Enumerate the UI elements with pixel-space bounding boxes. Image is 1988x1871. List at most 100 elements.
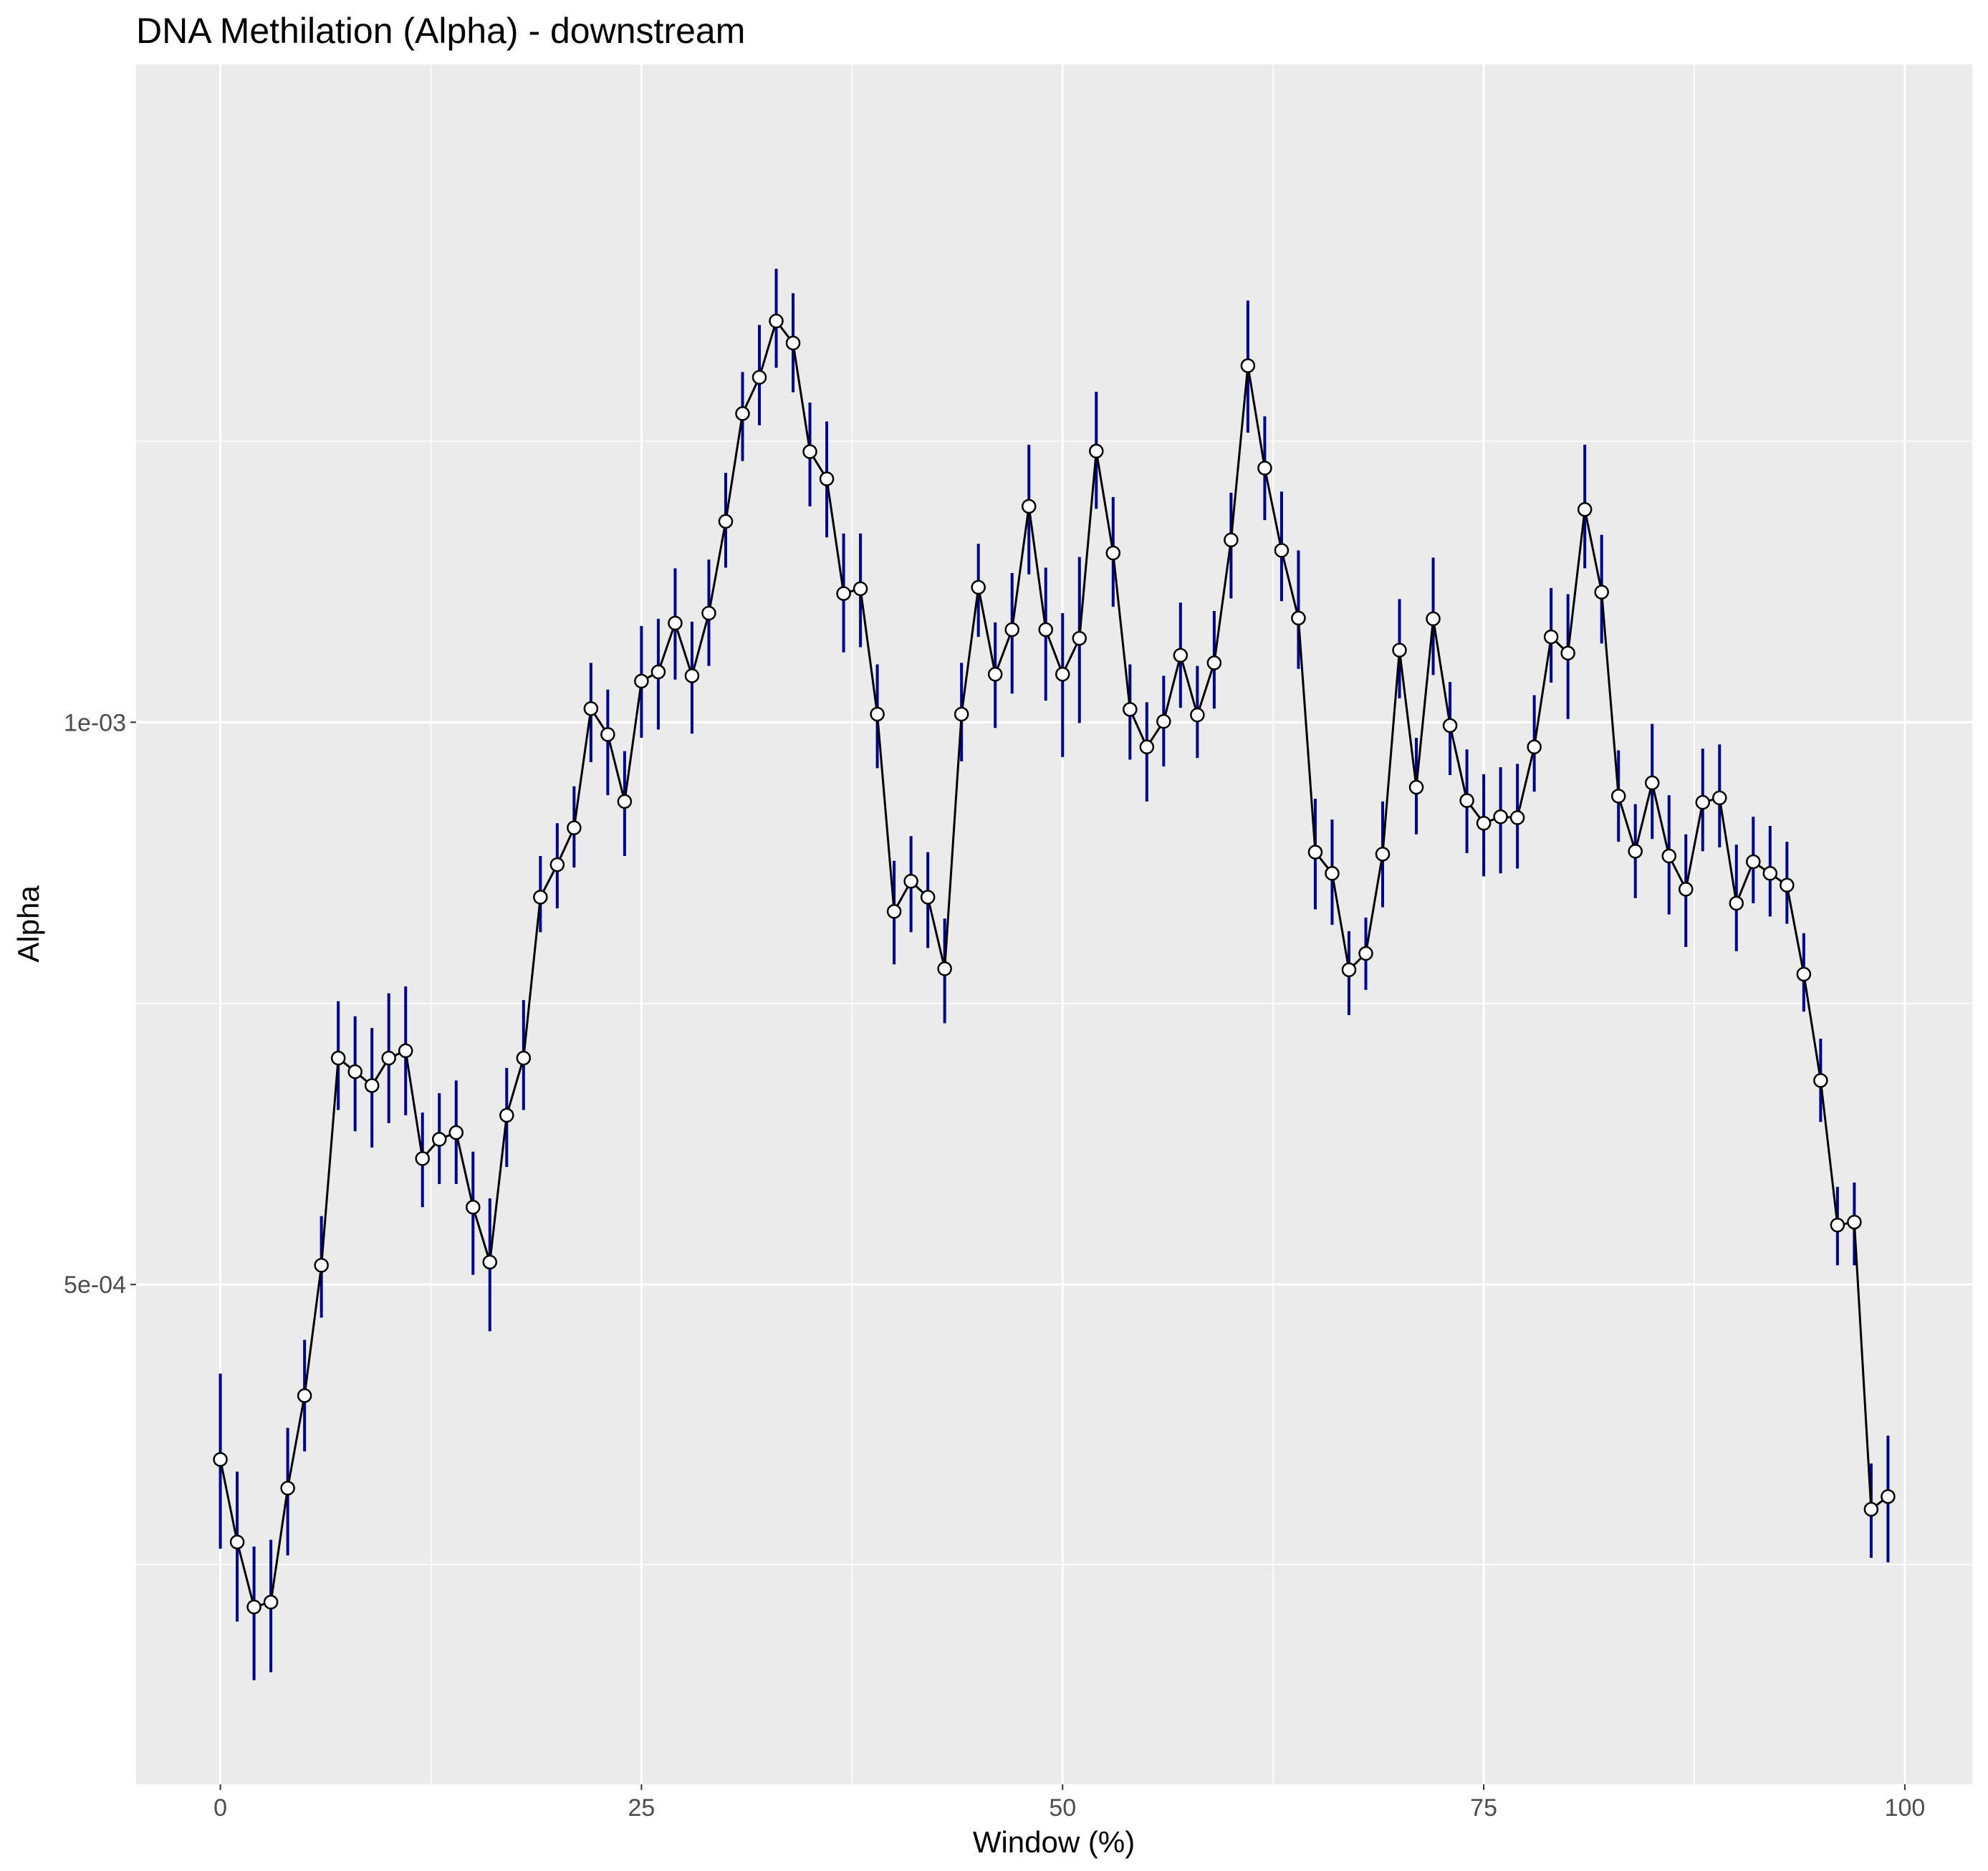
data-point	[1830, 1218, 1845, 1233]
data-point	[634, 673, 649, 689]
data-point	[263, 1595, 279, 1610]
data-point	[751, 370, 767, 385]
data-point	[1004, 622, 1019, 638]
data-point	[769, 313, 784, 329]
y-tick-label: 1e-03	[64, 709, 126, 736]
data-point	[1038, 622, 1053, 638]
data-point	[1274, 543, 1290, 558]
data-point	[1375, 847, 1391, 862]
data-point	[516, 1050, 532, 1066]
data-point	[600, 727, 615, 742]
data-point	[1055, 667, 1070, 682]
data-point	[1695, 794, 1711, 810]
data-point	[920, 890, 936, 905]
data-point	[398, 1043, 413, 1059]
data-point	[1780, 877, 1795, 893]
x-tick-label: 100	[1885, 1794, 1926, 1822]
data-point	[415, 1151, 430, 1166]
data-point	[1594, 585, 1609, 600]
data-point	[853, 581, 868, 597]
data-point	[1173, 648, 1189, 663]
data-point	[1813, 1073, 1828, 1088]
data-point	[668, 615, 683, 631]
data-point	[1661, 848, 1677, 864]
data-point	[1257, 461, 1272, 476]
data-point	[1240, 358, 1256, 373]
data-point	[1493, 809, 1508, 824]
data-point	[1610, 789, 1626, 804]
data-point	[1123, 702, 1138, 717]
data-point	[297, 1388, 312, 1403]
data-point	[1426, 611, 1441, 627]
data-point	[549, 857, 565, 872]
data-point	[1291, 610, 1306, 626]
data-point	[1392, 643, 1407, 658]
chart-title: DNA Methilation (Alpha) - downstream	[136, 11, 745, 51]
data-point	[280, 1481, 295, 1496]
data-point	[1459, 793, 1474, 808]
data-point	[330, 1050, 346, 1066]
data-point	[448, 1125, 464, 1140]
data-point	[1863, 1501, 1879, 1517]
data-point	[937, 961, 952, 976]
data-point	[533, 890, 548, 905]
data-point	[1881, 1488, 1896, 1504]
data-point	[1105, 545, 1121, 561]
data-point	[499, 1107, 514, 1123]
data-point	[1796, 966, 1812, 982]
data-point	[1072, 630, 1087, 646]
x-tick-label: 50	[1049, 1794, 1076, 1822]
x-tick-label: 75	[1470, 1794, 1497, 1822]
data-point	[1762, 866, 1778, 881]
data-point	[314, 1258, 329, 1273]
y-tick-label: 5e-04	[64, 1271, 126, 1299]
major-gridlines	[136, 64, 1972, 1784]
data-point	[431, 1132, 447, 1147]
data-point	[971, 579, 986, 595]
data-points	[213, 313, 1896, 1615]
x-axis-ticks: 0 25 50 75 100	[213, 1784, 1925, 1822]
data-point	[785, 335, 801, 351]
data-point	[684, 668, 700, 683]
data-point	[1729, 895, 1744, 911]
data-point	[735, 406, 750, 421]
data-point	[364, 1078, 380, 1093]
data-point	[1307, 845, 1323, 860]
data-point	[1325, 866, 1340, 881]
data-point	[213, 1452, 228, 1467]
data-point	[1408, 779, 1424, 795]
data-point	[1644, 775, 1660, 791]
data-point	[1560, 645, 1575, 661]
data-point	[987, 667, 1003, 682]
series-line	[219, 318, 1889, 1609]
data-point	[1341, 962, 1357, 978]
data-point	[1224, 532, 1239, 548]
data-point	[1577, 501, 1593, 517]
plot-panel	[136, 64, 1972, 1784]
x-tick-label: 0	[213, 1794, 227, 1822]
data-point	[246, 1600, 261, 1615]
data-point	[1543, 629, 1559, 645]
data-point	[802, 444, 817, 459]
data-point	[1679, 882, 1694, 897]
data-point	[718, 514, 734, 529]
data-point	[1476, 815, 1492, 831]
y-axis-title: Alpha	[11, 885, 45, 963]
x-axis-title: Window (%)	[973, 1825, 1135, 1859]
minor-gridlines	[136, 64, 1972, 1784]
data-point	[1847, 1214, 1862, 1230]
data-point	[1746, 854, 1761, 870]
data-point	[819, 471, 835, 486]
data-point	[381, 1050, 396, 1066]
data-point	[1190, 707, 1205, 723]
data-point	[1358, 946, 1373, 961]
data-point	[1712, 790, 1727, 806]
data-point	[347, 1064, 362, 1079]
data-point	[1628, 844, 1643, 859]
data-point	[650, 664, 666, 680]
data-point	[1156, 713, 1171, 729]
data-point	[482, 1254, 498, 1270]
data-point	[617, 794, 633, 809]
data-point	[229, 1534, 245, 1549]
data-point	[701, 605, 716, 621]
